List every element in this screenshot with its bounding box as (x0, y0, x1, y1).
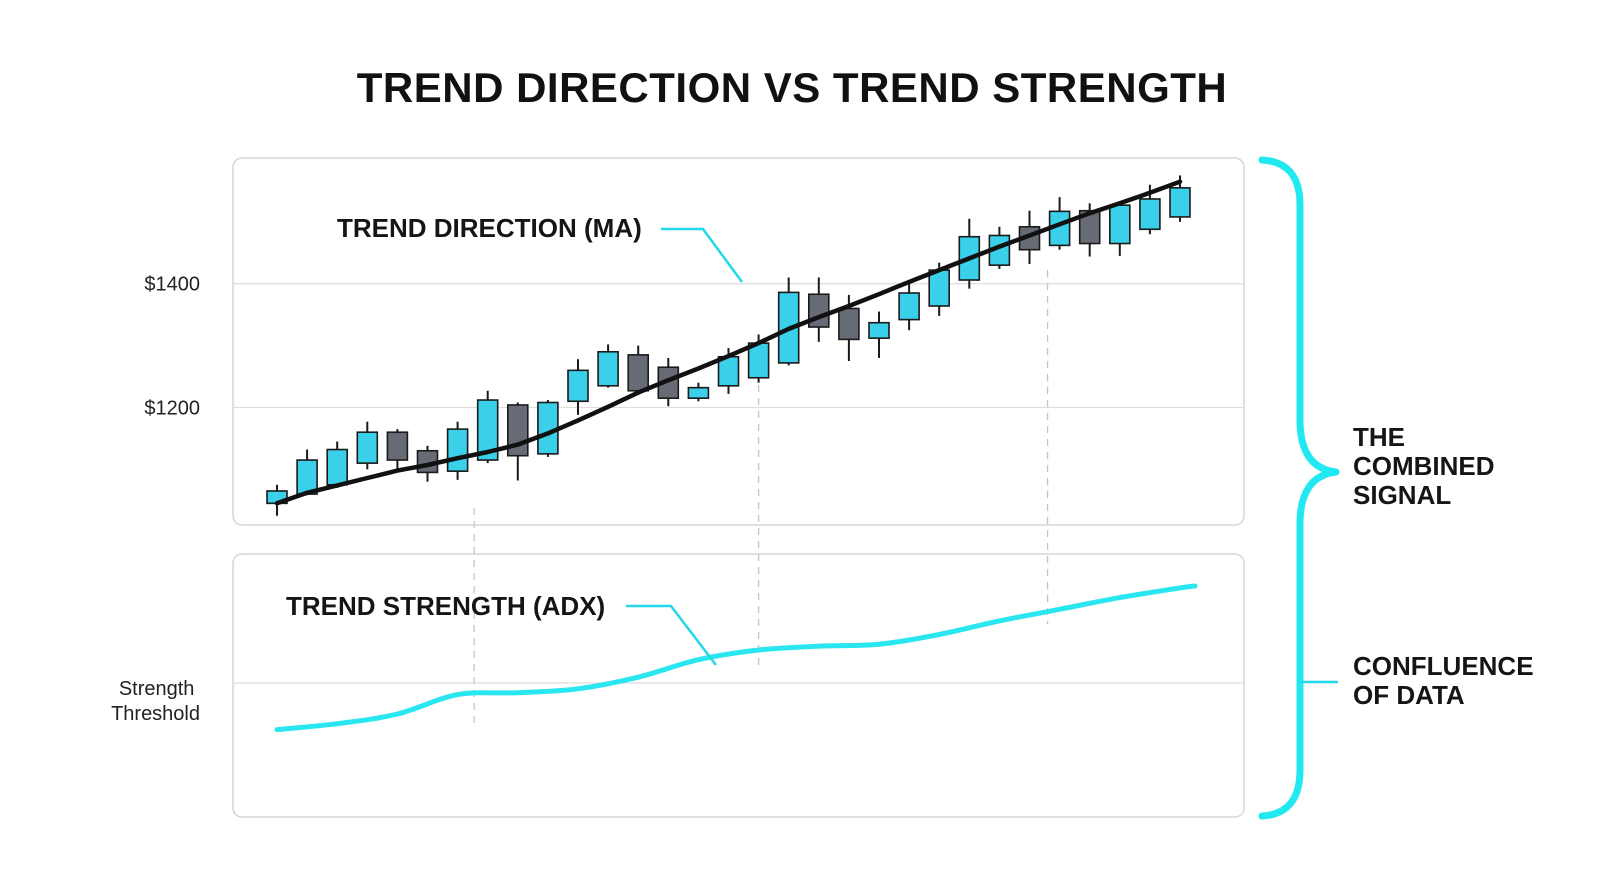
candle (1078, 203, 1101, 257)
ma-annotation-leader (661, 227, 744, 283)
candle (1169, 175, 1191, 222)
combined-line-3: SIGNAL (1353, 480, 1451, 510)
bullish-candle-body (476, 399, 499, 461)
adx-annotation: TREND STRENGTH (ADX) (286, 591, 605, 621)
price-axis-ticks: $1400 $1200 (144, 274, 200, 420)
candle (687, 382, 710, 402)
vertical-guides (473, 270, 1049, 724)
bullish-candle-body (1139, 198, 1161, 231)
candle (296, 449, 318, 496)
combined-signal-label: THE COMBINED SIGNAL (1353, 422, 1502, 510)
candle (386, 429, 409, 473)
candle (868, 311, 890, 358)
curly-brace-icon (1258, 156, 1340, 820)
bullish-candle-body (898, 292, 920, 321)
bullish-candle-body (868, 321, 890, 339)
candle (597, 344, 619, 388)
strength-threshold-label: Strength Threshold (111, 678, 200, 725)
bullish-candle-body (1109, 204, 1131, 245)
chart-title: TREND DIRECTION VS TREND STRENGTH (357, 64, 1228, 111)
price-tick-label: $1400 (144, 274, 200, 296)
combined-line-2: COMBINED (1353, 451, 1495, 481)
price-gridlines (233, 283, 1244, 409)
bullish-candle-body (597, 350, 619, 387)
strength-panel (232, 553, 1245, 818)
bullish-candle-body (356, 431, 379, 464)
candle (446, 421, 469, 480)
adx-annotation-leader (626, 604, 717, 666)
price-tick-label: $1200 (144, 397, 200, 419)
candle (356, 421, 379, 470)
bearish-candle-body (386, 431, 409, 461)
combined-line-1: THE (1353, 422, 1405, 452)
threshold-label-line-2: Threshold (111, 703, 200, 725)
threshold-label-line-1: Strength (119, 678, 195, 700)
candle (567, 359, 589, 415)
bullish-candle-body (1169, 187, 1191, 218)
bullish-candle-body (687, 386, 710, 399)
bullish-candle-body (326, 448, 349, 486)
candle (898, 283, 920, 331)
moving-average-line (274, 179, 1183, 506)
bearish-candle-body (627, 354, 650, 392)
bullish-candle-body (928, 269, 951, 307)
bearish-candle-body (838, 307, 860, 341)
adx-line (274, 583, 1198, 733)
ma-annotation: TREND DIRECTION (MA) (337, 213, 642, 243)
bearish-candle-body (1078, 209, 1101, 245)
bullish-candle-body (446, 428, 469, 472)
bullish-candle-body (567, 369, 589, 403)
confluence-line-1: CONFLUENCE (1353, 651, 1534, 681)
confluence-label: CONFLUENCE OF DATA (1353, 651, 1541, 710)
confluence-line-2: OF DATA (1353, 680, 1465, 710)
